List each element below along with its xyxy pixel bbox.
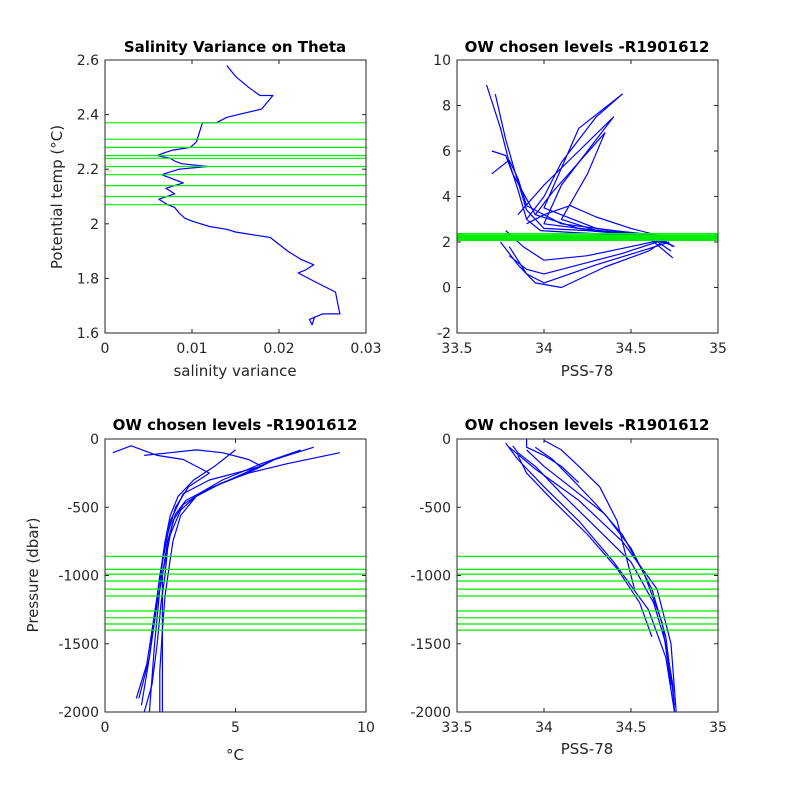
y-tick-label: -500 [419, 500, 451, 516]
y-tick-label: 2.4 [77, 108, 99, 124]
x-tick-label: 34 [535, 720, 553, 736]
series-line-5 [508, 241, 670, 284]
series-line-6 [500, 239, 667, 289]
y-tick-label: 0 [442, 281, 451, 297]
plot-area [105, 65, 366, 326]
y-tick-label: 2 [90, 217, 99, 233]
series-line-6 [525, 439, 580, 484]
y-tick-label: -1500 [58, 637, 99, 653]
x-axis-label: °C [226, 746, 244, 764]
y-tick-label: -2000 [58, 705, 99, 721]
axes-frame [104, 59, 367, 334]
x-tick-label: 33.5 [441, 720, 472, 736]
y-tick-label: 8 [442, 99, 451, 115]
x-tick-label: 5 [231, 720, 240, 736]
y-tick-label: -2 [437, 326, 451, 342]
series-line-5 [517, 455, 653, 638]
y-axis-label: Potential temp (°C) [48, 125, 66, 269]
panel-temperature-pressure: OW chosen levels -R1901612 °C Pressure (… [24, 416, 375, 764]
y-axis-label: Pressure (dbar) [24, 518, 42, 633]
x-tick-label: 34.5 [615, 341, 646, 357]
plot-area [105, 445, 366, 712]
y-tick-label: -2000 [410, 705, 451, 721]
x-tick-label: 10 [357, 720, 375, 736]
x-tick-label: 33.5 [441, 341, 472, 357]
panel-title: OW chosen levels -R1901612 [113, 416, 358, 434]
y-tick-label: 1.8 [77, 271, 99, 287]
panel-title: OW chosen levels -R1901612 [465, 416, 710, 434]
y-tick-label: -500 [67, 500, 99, 516]
series-line-7 [508, 241, 658, 275]
plot-area [457, 439, 718, 712]
series-line-5 [161, 458, 275, 712]
series-line-10 [526, 205, 666, 238]
y-tick-label: 0 [90, 432, 99, 448]
x-tick-label: 0.01 [176, 341, 207, 357]
x-tick-label: 0 [101, 720, 110, 736]
panel-title: Salinity Variance on Theta [124, 38, 346, 56]
y-tick-label: -1500 [410, 637, 451, 653]
series-line-7 [508, 446, 677, 712]
y-tick-label: 0 [442, 432, 451, 448]
x-axis-label: salinity variance [173, 362, 296, 380]
y-tick-label: 10 [433, 53, 451, 69]
x-tick-label: 0.03 [350, 341, 381, 357]
x-tick-label: 34.5 [615, 720, 646, 736]
plot-area [457, 84, 718, 289]
series-line-4 [543, 439, 636, 590]
series-line-9 [534, 132, 652, 238]
series-line-2 [135, 449, 236, 699]
panel-title: OW chosen levels -R1901612 [465, 38, 710, 56]
y-tick-label: -1000 [58, 569, 99, 585]
series-line-11 [505, 230, 663, 261]
x-tick-label: 35 [709, 720, 727, 736]
x-axis-label: PSS-78 [561, 362, 614, 380]
x-axis-label: PSS-78 [561, 740, 614, 758]
y-tick-label: 6 [442, 144, 451, 160]
y-tick-label: 2 [442, 235, 451, 251]
series-line-4 [138, 449, 263, 699]
x-tick-label: 34 [535, 341, 553, 357]
x-tick-label: 0.02 [263, 341, 294, 357]
panel-salinity-pressure: OW chosen levels -R1901612 PSS-78 33.5 34… [410, 416, 727, 758]
y-tick-label: -1000 [410, 569, 451, 585]
y-tick-label: 2.6 [77, 53, 99, 69]
y-tick-label: 2.2 [77, 162, 99, 178]
x-tick-label: 35 [709, 341, 727, 357]
y-tick-label: 1.6 [77, 326, 99, 342]
panel-salinity-theta: OW chosen levels -R1901612 PSS-78 33.5 34… [433, 38, 727, 380]
panel-salinity-variance: Salinity Variance on Theta salinity vari… [48, 38, 382, 380]
x-tick-label: 0 [101, 341, 110, 357]
y-tick-label: 4 [442, 190, 451, 206]
